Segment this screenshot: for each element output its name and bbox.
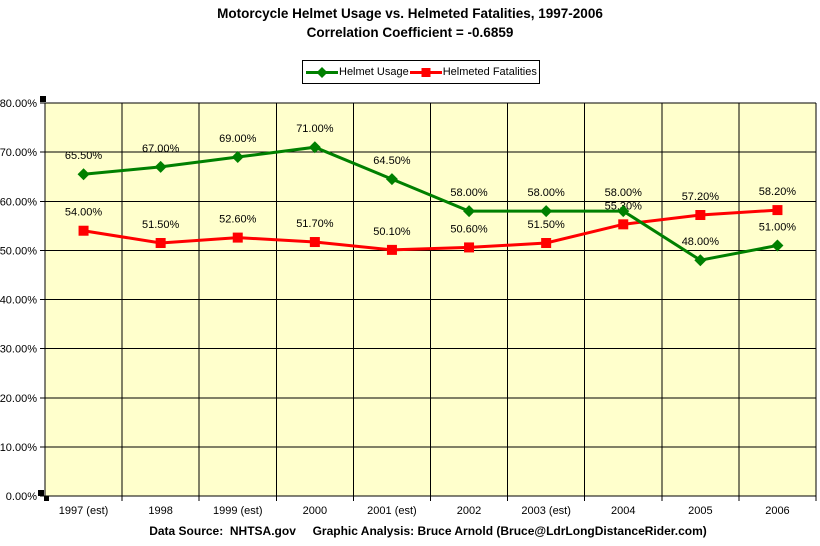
helmet-usage-data-label: 67.00% — [142, 143, 180, 155]
helmeted-fatalities-marker — [695, 210, 706, 221]
helmet-usage-data-label: 48.00% — [682, 236, 720, 248]
helmet-usage-data-label: 58.00% — [527, 187, 565, 199]
helmet-usage-data-label: 64.50% — [373, 155, 411, 167]
helmet-usage-marker — [231, 151, 244, 164]
helmeted-fatalities-marker — [309, 237, 320, 248]
helmeted-fatalities-data-label: 51.70% — [296, 218, 334, 230]
y-axis-handle-bottom[interactable] — [38, 490, 44, 496]
helmeted-fatalities-line-icon — [409, 67, 442, 77]
y-axis-handle-bottom[interactable] — [44, 496, 49, 501]
helmeted-fatalities-data-label: 57.20% — [682, 191, 720, 203]
y-axis-label: 30.00% — [0, 344, 37, 356]
legend-item-helmeted-fatalities[interactable]: Helmeted Fatalities — [409, 66, 537, 79]
helmet-usage-data-label: 58.00% — [450, 187, 488, 199]
helmeted-fatalities-marker — [155, 238, 166, 249]
helmeted-fatalities-data-label: 54.00% — [65, 207, 103, 219]
y-axis-label: 40.00% — [0, 295, 37, 307]
y-axis-label: 0.00% — [6, 491, 37, 503]
y-axis-handle-top[interactable] — [40, 96, 46, 102]
y-axis-label: 60.00% — [0, 196, 37, 208]
helmet-usage-line-icon — [306, 66, 338, 78]
x-axis-label: 2002 — [457, 505, 481, 517]
y-axis-label: 10.00% — [0, 442, 37, 454]
helmet-usage-marker — [771, 239, 784, 252]
x-axis-label: 2005 — [688, 505, 712, 517]
helmet-usage-marker — [385, 173, 398, 186]
source-caption: Data Source: NHTSA.gov Graphic Analysis:… — [149, 524, 707, 538]
helmet-usage-marker — [77, 168, 90, 181]
y-axis-label: 80.00% — [0, 98, 37, 110]
x-axis-label: 2003 (est) — [521, 505, 571, 517]
x-axis-label: 2000 — [303, 505, 327, 517]
helmeted-fatalities-data-label: 50.10% — [373, 226, 411, 238]
legend[interactable]: Helmet Usage Helmeted Fatalities — [302, 60, 540, 84]
helmet-usage-data-label: 58.00% — [605, 187, 643, 199]
helmeted-fatalities-data-label: 51.50% — [142, 219, 180, 231]
helmeted-fatalities-marker — [464, 242, 475, 253]
x-axis-label: 1998 — [148, 505, 172, 517]
helmeted-fatalities-marker — [232, 232, 243, 243]
helmet-usage-marker — [154, 160, 167, 173]
helmeted-fatalities-data-label: 58.20% — [759, 186, 797, 198]
x-axis-label: 2001 (est) — [367, 505, 417, 517]
legend-item-helmet-usage[interactable]: Helmet Usage — [305, 66, 409, 79]
helmet-usage-data-label: 71.00% — [296, 123, 334, 135]
x-axis-label: 1997 (est) — [59, 505, 109, 517]
helmet-usage-marker — [308, 141, 321, 154]
y-axis-label: 70.00% — [0, 147, 37, 159]
helmeted-fatalities-marker — [541, 238, 552, 249]
helmet-usage-marker — [463, 205, 476, 218]
helmeted-fatalities-data-label: 52.60% — [219, 214, 257, 226]
helmeted-fatalities-marker — [772, 205, 783, 216]
helmeted-fatalities-data-label: 50.60% — [450, 223, 488, 235]
helmet-usage-data-label: 69.00% — [219, 133, 257, 145]
y-axis-label: 50.00% — [0, 245, 37, 257]
helmeted-fatalities-marker — [78, 225, 89, 236]
helmeted-fatalities-marker — [618, 219, 629, 230]
helmet-usage-data-label: 51.00% — [759, 221, 797, 233]
x-axis-label: 2006 — [765, 505, 789, 517]
legend-label-helmeted-fatalities: Helmeted Fatalities — [442, 66, 537, 78]
x-axis-label: 1999 (est) — [213, 505, 263, 517]
helmet-usage-line — [83, 145, 778, 262]
chart-subtitle: Correlation Coefficient = -0.6859 — [306, 25, 514, 40]
helmeted-fatalities-marker — [386, 244, 397, 255]
y-axis-label: 20.00% — [0, 393, 37, 405]
helmet-usage-marker — [694, 254, 707, 267]
helmet-usage-marker — [617, 205, 630, 218]
helmet-usage-data-label: 65.50% — [65, 150, 103, 162]
helmet-usage-marker — [540, 205, 553, 218]
helmeted-fatalities-line — [83, 208, 778, 252]
chart-title: Motorcycle Helmet Usage vs. Helmeted Fat… — [217, 6, 603, 21]
x-axis-label: 2004 — [611, 505, 635, 517]
legend-label-helmet-usage: Helmet Usage — [339, 66, 409, 78]
helmeted-fatalities-data-label: 51.50% — [527, 219, 565, 231]
